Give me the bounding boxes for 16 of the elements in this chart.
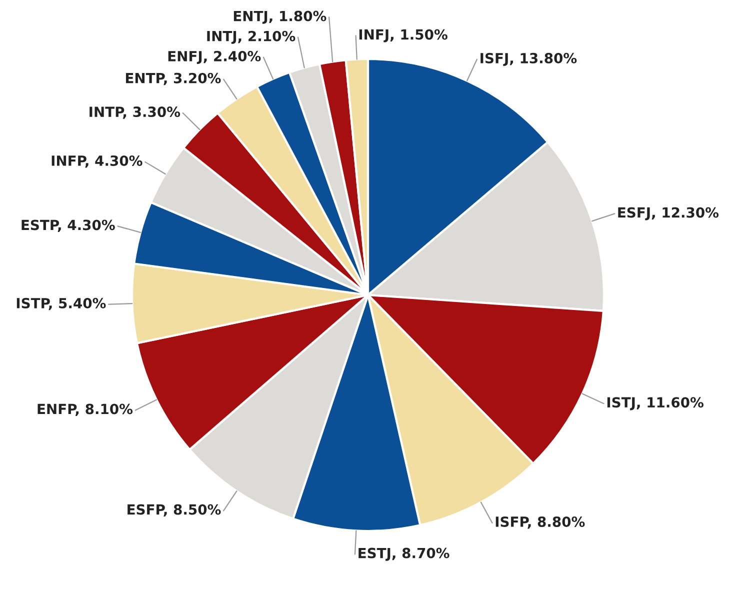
slice-label: ESFJ, 12.30%	[618, 207, 719, 220]
slice-label: ISFJ, 13.80%	[480, 52, 577, 66]
slice-label: ISFP, 8.80%	[496, 516, 585, 529]
slice-label: INTJ, 2.10%	[207, 30, 296, 44]
slice-label: ENTJ, 1.80%	[234, 10, 326, 24]
slice-label: ESFP, 8.50%	[128, 504, 221, 517]
slice-label: INFJ, 1.50%	[359, 29, 448, 42]
slice-label: ISTJ, 11.60%	[607, 397, 704, 410]
slice-label: ENFP, 8.10%	[38, 404, 133, 416]
slice-label: ESTJ, 8.70%	[358, 548, 450, 561]
slice-label: INTP, 3.30%	[90, 106, 180, 119]
slice-label: ENFJ, 2.40%	[168, 50, 261, 64]
slice-label: INFP, 4.30%	[52, 155, 142, 168]
slice-label: ESTP, 4.30%	[22, 220, 115, 232]
slice-label: ENTP, 3.20%	[126, 72, 221, 86]
slice-label: ISTP, 5.40%	[16, 298, 106, 310]
